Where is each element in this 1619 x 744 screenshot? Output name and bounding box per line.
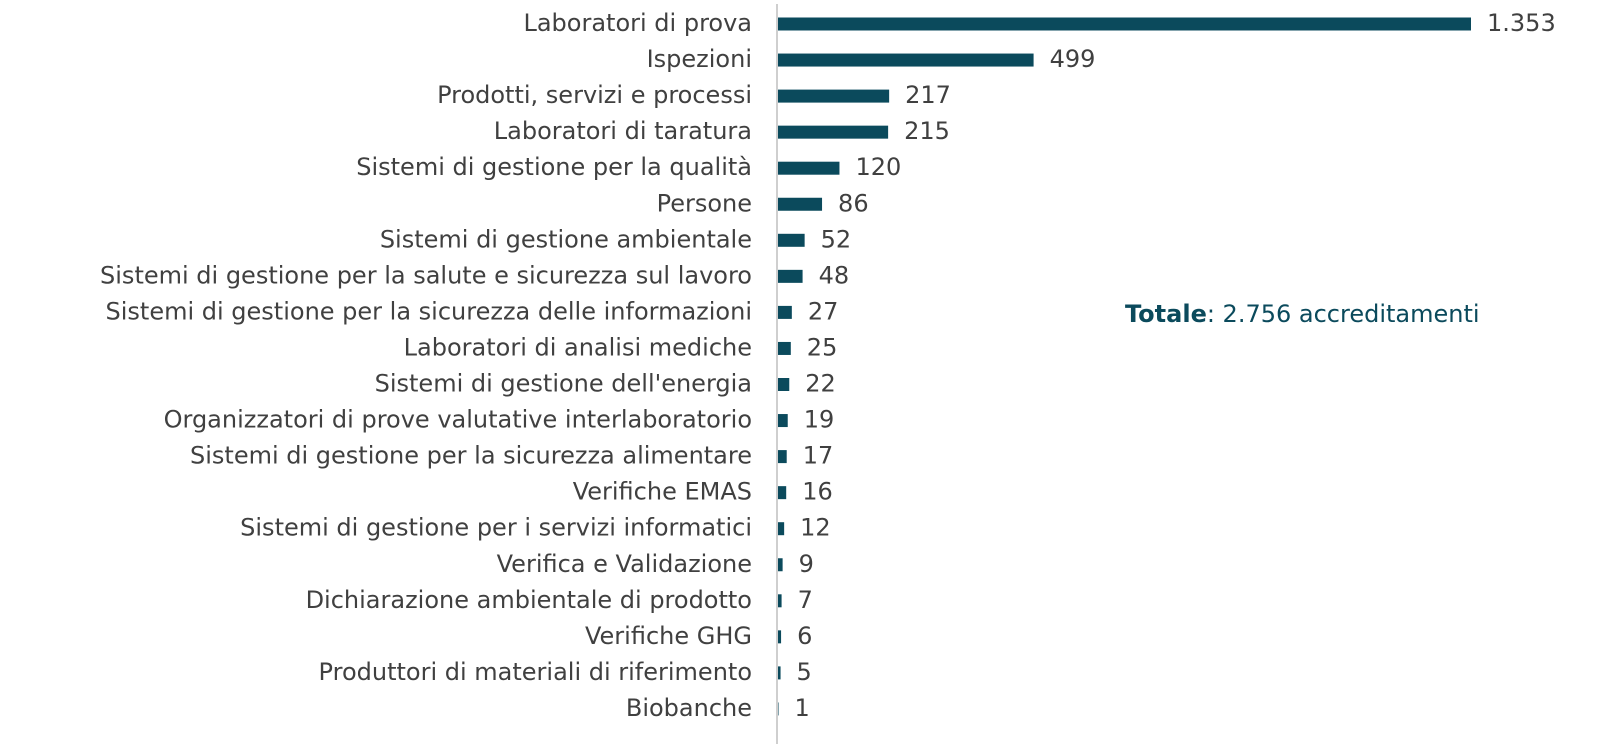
category-label: Persone: [657, 189, 752, 217]
value-label: 7: [798, 586, 813, 614]
value-label: 19: [804, 406, 835, 434]
bar: [778, 414, 788, 428]
category-label: Ispezioni: [647, 45, 752, 73]
category-label: Sistemi di gestione per i servizi inform…: [240, 514, 752, 542]
bar: [778, 450, 787, 464]
value-label: 217: [905, 81, 951, 109]
bar: [778, 341, 791, 355]
category-label: Prodotti, servizi e processi: [437, 81, 752, 109]
value-label: 12: [800, 514, 831, 542]
category-label: Biobanche: [626, 694, 752, 722]
value-label: 5: [797, 658, 812, 686]
bar: [778, 89, 890, 103]
category-label: Verifiche GHG: [585, 622, 752, 650]
value-label: 48: [819, 261, 850, 289]
bar: [778, 594, 782, 608]
bar: [778, 17, 1471, 31]
value-label: 1.353: [1487, 9, 1556, 37]
category-label: Sistemi di gestione per la qualità: [356, 153, 752, 181]
bar: [778, 305, 792, 319]
value-label: 9: [799, 550, 814, 578]
bar: [778, 630, 782, 644]
bar: [778, 378, 790, 391]
bar: [778, 233, 805, 247]
bar: [778, 53, 1034, 67]
category-label: Produttori di materiali di riferimento: [319, 658, 752, 686]
category-label: Sistemi di gestione per la salute e sicu…: [100, 261, 752, 289]
bar: [778, 125, 889, 139]
value-label: 499: [1050, 45, 1096, 73]
value-label: 86: [838, 189, 869, 217]
category-label: Sistemi di gestione dell'energia: [375, 370, 752, 398]
value-label: 16: [802, 478, 833, 506]
annotation-bold: Totale: [1125, 300, 1207, 328]
category-label: Sistemi di gestione ambientale: [380, 225, 752, 253]
bar: [778, 486, 787, 500]
category-label: Laboratori di prova: [523, 9, 752, 37]
category-label: Verifiche EMAS: [573, 478, 752, 506]
bar: [778, 666, 781, 680]
category-label: Sistemi di gestione per la sicurezza del…: [106, 297, 752, 325]
value-label: 215: [904, 117, 950, 145]
category-label: Sistemi di gestione per la sicurezza ali…: [190, 442, 752, 470]
category-label: Organizzatori di prove valutative interl…: [164, 406, 752, 434]
category-label: Dichiarazione ambientale di prodotto: [306, 586, 752, 614]
category-label: Laboratori di analisi mediche: [404, 333, 752, 361]
value-label: 25: [807, 333, 838, 361]
value-label: 17: [803, 442, 834, 470]
value-label: 6: [797, 622, 812, 650]
bar: [778, 702, 779, 716]
category-label: Laboratori di taratura: [494, 117, 752, 145]
bar: [778, 161, 840, 175]
value-label: 52: [821, 225, 852, 253]
value-label: 1: [795, 694, 810, 722]
bar: [778, 558, 783, 572]
total-annotation: Totale: 2.756 accreditamenti: [1125, 300, 1480, 328]
annotation-text: : 2.756 accreditamenti: [1207, 300, 1480, 328]
bar: [778, 522, 785, 536]
category-label: Verifica e Validazione: [497, 550, 752, 578]
value-label: 27: [808, 297, 839, 325]
value-label: 22: [805, 370, 836, 398]
value-label: 120: [855, 153, 901, 181]
bar: [778, 269, 803, 283]
bar: [778, 197, 823, 211]
